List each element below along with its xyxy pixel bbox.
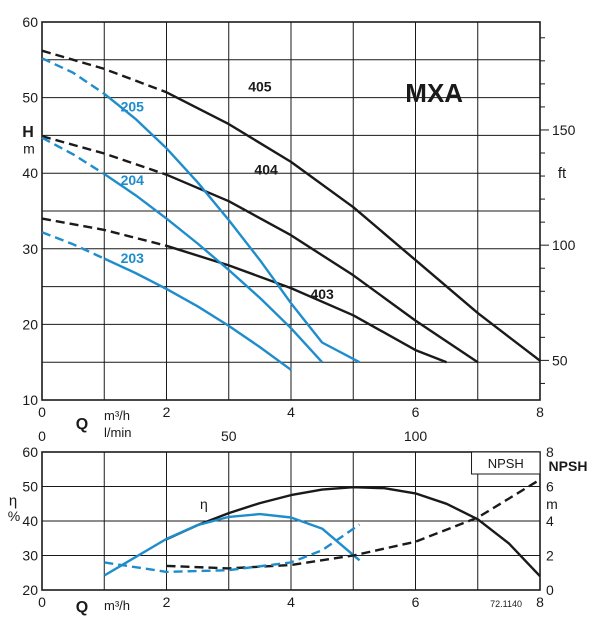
npsh-tick-label: 0 [546, 582, 554, 598]
x-tick-label: 6 [412, 404, 420, 420]
x2-tick-label: 50 [221, 428, 237, 444]
x-tick-label-bottom: 6 [412, 594, 420, 610]
npsh-tick-label: 4 [546, 513, 554, 529]
curve-405 [165, 91, 541, 362]
series-label-405: 405 [248, 78, 272, 94]
y-tick-label: 10 [22, 392, 38, 408]
bottom-curve-0 [166, 486, 541, 578]
eta-tick-label: 40 [22, 513, 38, 529]
x-tick-label-bottom: 0 [38, 594, 46, 610]
x-tick-label-bottom: 2 [163, 594, 171, 610]
figure-code: 72.1140 [490, 599, 522, 609]
x-tick-label-bottom: 4 [287, 594, 295, 610]
eta-axis-unit: % [8, 508, 20, 524]
series-label-404: 404 [254, 161, 278, 177]
y-tick-label: 20 [22, 316, 38, 332]
curve-404-dashed [41, 135, 167, 176]
curve-404 [166, 173, 479, 364]
y2-tick-label: 150 [552, 122, 576, 138]
x-tick-label: 8 [536, 404, 544, 420]
x2-tick-label: 0 [38, 428, 46, 444]
eta-tick-label: 50 [22, 479, 38, 495]
plot-frame [41, 21, 541, 401]
npsh-tick-label: 6 [546, 479, 554, 495]
curve-403-dashed [41, 217, 167, 247]
curve-203-dashed [41, 231, 105, 260]
curve-405-dashed [41, 49, 167, 94]
plot-frame-bottom [41, 451, 541, 591]
bottom-curve-2-dashed [166, 478, 541, 570]
npsh-axis-label: NPSH [549, 458, 588, 474]
series-label-205: 205 [121, 99, 145, 115]
eta-tick-label: 30 [22, 548, 38, 564]
y2-tick-label: 50 [552, 352, 568, 368]
series-label-403: 403 [310, 286, 334, 302]
bottom-curve-3-dashed [104, 523, 361, 574]
y2-axis-label: ft [558, 165, 567, 182]
y-tick-label: 60 [22, 14, 38, 30]
eta-axis-label: η [9, 492, 17, 509]
chart-title: MXA [405, 78, 463, 108]
curve-205-dashed [41, 57, 105, 95]
series-label-203: 203 [121, 250, 145, 266]
curve-205 [103, 92, 361, 364]
npsh-tick-label: 2 [546, 548, 554, 564]
bottom-curve-1 [103, 512, 361, 577]
x-axis-label-bottom: Q [76, 599, 88, 616]
series-label-204: 204 [121, 172, 145, 188]
eta-tick-label: 20 [22, 582, 38, 598]
x-tick-label: 4 [287, 404, 295, 420]
y-axis-label: H [22, 124, 34, 141]
x-tick-label-bottom: 8 [536, 594, 544, 610]
y-tick-label: 50 [22, 90, 38, 106]
npsh-tick-label: 8 [546, 444, 554, 460]
x-tick-label: 2 [163, 404, 171, 420]
x-axis-unit-bottom: m³/h [104, 598, 130, 613]
x-axis-unit: m³/h [104, 408, 130, 423]
npsh-legend-box [471, 451, 541, 475]
x-tick-label: 0 [38, 404, 46, 420]
curve-203 [103, 257, 292, 371]
y-axis-unit: m [23, 140, 35, 156]
y-tick-label: 40 [22, 165, 38, 181]
x2-axis-unit: l/min [104, 425, 131, 440]
eta-tick-label: 60 [22, 444, 38, 460]
npsh-axis-unit: m [546, 496, 558, 512]
x-axis-label: Q [76, 416, 88, 433]
npsh-legend-label: NPSH [488, 456, 524, 471]
curve-204 [103, 173, 323, 364]
y-tick-label: 30 [22, 241, 38, 257]
y2-tick-label: 100 [552, 237, 576, 253]
x2-tick-label: 100 [404, 428, 428, 444]
eta-curve-label: η [200, 496, 208, 512]
curve-204-dashed [41, 136, 105, 176]
